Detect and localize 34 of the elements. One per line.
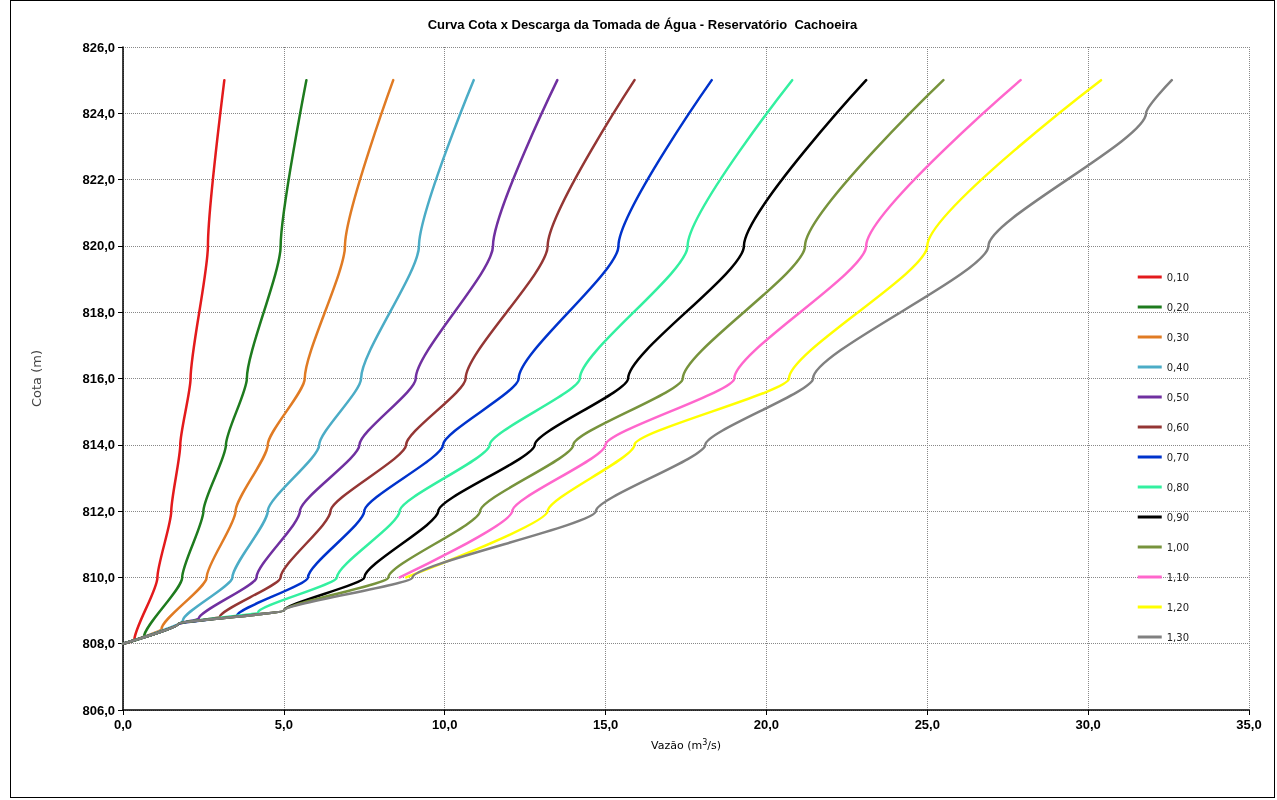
y-tick-label: 822,0	[82, 172, 115, 188]
legend-label: 0,70	[1166, 451, 1189, 463]
y-axis-title: Cota (m)	[29, 349, 44, 408]
legend-label: 0,20	[1166, 301, 1189, 313]
legend-label: 0,50	[1166, 391, 1189, 403]
legend-label: 0,10	[1166, 271, 1189, 283]
x-tick-label: 25,0	[914, 717, 940, 732]
x-tick-label: 10,0	[432, 717, 458, 732]
y-tick-label: 818,0	[82, 304, 115, 320]
y-tick-label: 806,0	[82, 702, 115, 718]
x-tick-label: 35,0	[1236, 717, 1262, 732]
legend-label: 1,20	[1166, 601, 1189, 613]
legend-label: 0,90	[1166, 511, 1189, 523]
x-tick-label: 20,0	[753, 717, 780, 732]
y-tick-label: 820,0	[82, 238, 115, 254]
legend-label: 1,10	[1166, 571, 1189, 583]
x-tick-label: 5,0	[274, 717, 293, 732]
y-tick-label: 816,0	[82, 371, 115, 386]
legend-label: 0,60	[1166, 421, 1189, 433]
chart-title: Curva Cota x Descarga da Tomada de Água - Reservatório Cachoeira	[427, 17, 859, 32]
y-tick-label: 812,0	[82, 503, 115, 519]
y-tick-label: 826,0	[82, 39, 115, 55]
x-tick-label: 30,0	[1075, 717, 1101, 732]
y-tick-label: 810,0	[82, 569, 115, 585]
legend-label: 1,00	[1166, 541, 1189, 553]
y-tick-label: 814,0	[82, 437, 115, 453]
y-tick-label: 808,0	[82, 636, 115, 652]
legend-label: 0,80	[1166, 481, 1189, 493]
legend-label: 1,30	[1166, 631, 1189, 643]
legend-label: 0,30	[1166, 331, 1189, 343]
y-tick-label: 824,0	[82, 105, 115, 121]
legend-label: 0,40	[1166, 361, 1189, 373]
x-tick-label: 0,0	[113, 717, 133, 732]
x-tick-label: 15,0	[592, 717, 619, 732]
